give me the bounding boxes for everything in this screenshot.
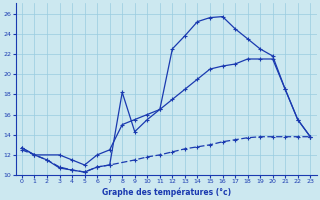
X-axis label: Graphe des températures (°c): Graphe des températures (°c)	[101, 187, 231, 197]
